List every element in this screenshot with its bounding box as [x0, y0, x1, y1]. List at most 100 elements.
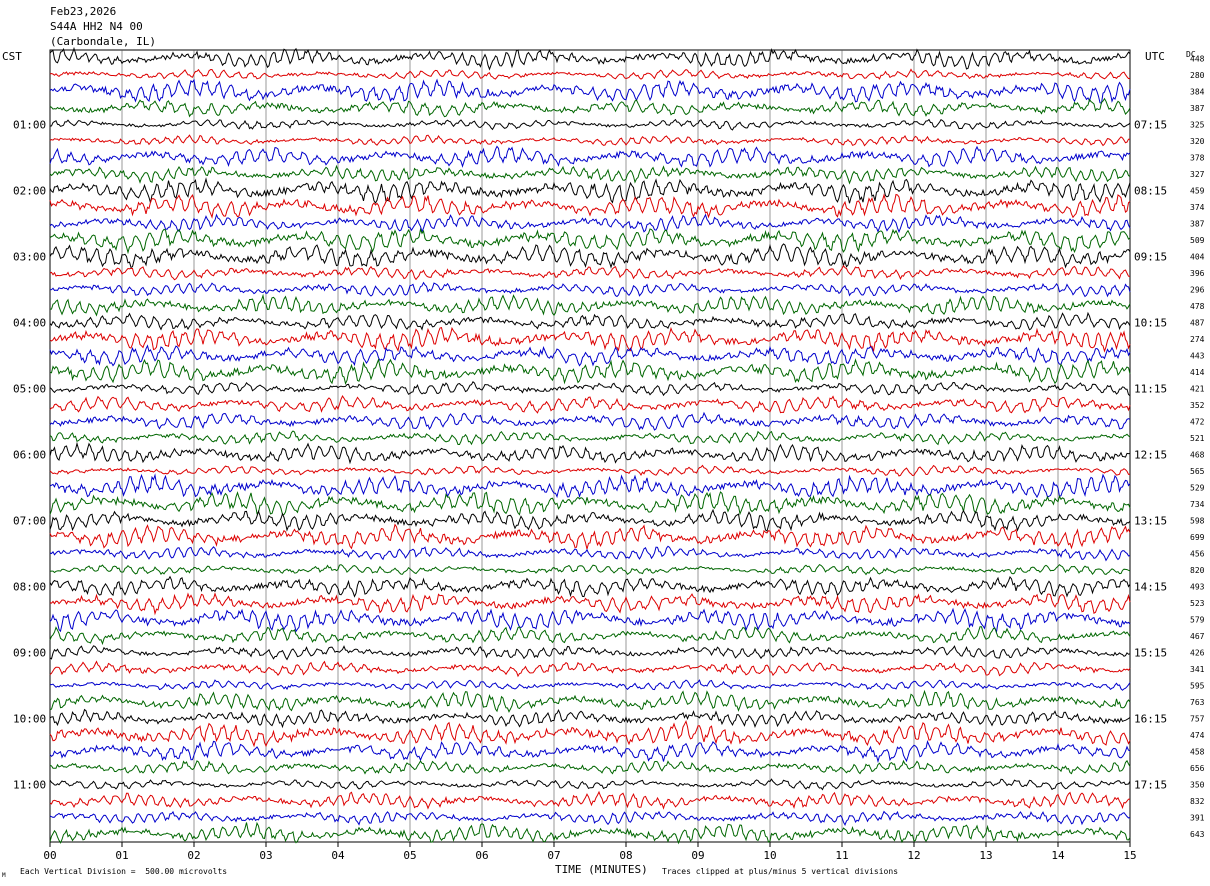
dc-offset-label: 595 — [1190, 681, 1205, 690]
dc-offset-label: 579 — [1190, 615, 1205, 624]
trace-line — [49, 689, 1131, 713]
trace-line — [49, 491, 1131, 516]
dc-offset-label: 468 — [1190, 450, 1205, 459]
x-tick-label: 14 — [1051, 849, 1065, 862]
scale-note: Each Vertical Division = 500.00 microvol… — [20, 867, 228, 876]
x-tick-label: 03 — [259, 849, 272, 862]
dc-offset-label: 387 — [1190, 219, 1205, 228]
dc-offset-label: 378 — [1190, 153, 1205, 162]
dc-offset-label: 396 — [1190, 269, 1205, 278]
dc-offset-label: 656 — [1190, 764, 1205, 773]
dc-offset-label: 274 — [1190, 335, 1205, 344]
x-tick-label: 15 — [1123, 849, 1136, 862]
left-hour-label: 11:00 — [13, 778, 46, 791]
right-hour-label: 07:15 — [1134, 118, 1167, 131]
dc-offset-label: 472 — [1190, 417, 1205, 426]
dc-offset-label: 699 — [1190, 533, 1205, 542]
trace-line — [49, 660, 1131, 678]
dc-offset-label: 598 — [1190, 516, 1205, 525]
dc-offset-label: 509 — [1190, 236, 1205, 245]
x-tick-label: 06 — [475, 849, 488, 862]
dc-offset-label: 280 — [1190, 71, 1205, 80]
dc-offset-label: 474 — [1190, 731, 1205, 740]
left-hour-label: 09:00 — [13, 646, 46, 659]
trace-line — [49, 243, 1131, 269]
trace-line — [49, 227, 1131, 255]
trace-line — [49, 344, 1131, 367]
right-hour-label: 10:15 — [1134, 316, 1167, 329]
x-tick-label: 10 — [763, 849, 776, 862]
left-hour-label: 01:00 — [13, 118, 46, 131]
trace-line — [49, 357, 1131, 386]
right-hour-label: 14:15 — [1134, 580, 1167, 593]
dc-offset-label: 320 — [1190, 137, 1205, 146]
x-tick-label: 13 — [979, 849, 992, 862]
dc-offset-label: 387 — [1190, 104, 1205, 113]
trace-line — [49, 740, 1131, 764]
trace-line — [49, 523, 1131, 550]
dc-offset-label: 487 — [1190, 318, 1205, 327]
dc-offset-label: 467 — [1190, 632, 1205, 641]
trace-line — [49, 645, 1131, 661]
dc-offset-label: 521 — [1190, 434, 1205, 443]
trace-line — [49, 411, 1131, 431]
clip-note: Traces clipped at plus/minus 5 vertical … — [662, 867, 899, 876]
trace-line — [49, 473, 1131, 499]
trace-line — [49, 213, 1131, 234]
trace-line — [49, 97, 1131, 118]
right-hour-label: 11:15 — [1134, 382, 1167, 395]
x-tick-label: 11 — [835, 849, 848, 862]
right-hour-label: 13:15 — [1134, 514, 1167, 527]
trace-line — [49, 326, 1131, 353]
trace-line — [50, 293, 1131, 317]
dc-offset-label: 459 — [1190, 186, 1205, 195]
dc-offset-label: 341 — [1190, 665, 1205, 674]
dc-offset-label: 414 — [1190, 368, 1205, 377]
right-hour-label: 12:15 — [1134, 448, 1167, 461]
trace-line — [49, 311, 1131, 331]
trace-line — [49, 177, 1131, 204]
station-label: S44A HH2 N4 00 — [50, 20, 143, 33]
dc-column-label: DC — [1186, 50, 1196, 59]
dc-offset-label: 426 — [1190, 648, 1205, 657]
trace-line — [49, 394, 1131, 414]
dc-offset-label: 391 — [1190, 813, 1205, 822]
left-hour-label: 04:00 — [13, 316, 46, 329]
trace-line — [49, 46, 1131, 71]
x-axis-label: TIME (MINUTES) — [555, 863, 648, 876]
dc-offset-label: 384 — [1190, 87, 1205, 96]
dc-offset-label: 350 — [1190, 780, 1205, 789]
trace-line — [49, 145, 1131, 168]
left-hour-label: 07:00 — [13, 514, 46, 527]
left-hour-label: 10:00 — [13, 712, 46, 725]
dc-offset-label: 643 — [1190, 830, 1205, 839]
trace-line — [49, 790, 1131, 810]
logo-mark: M — [2, 872, 6, 879]
x-tick-label: 12 — [907, 849, 920, 862]
dc-offset-label: 296 — [1190, 285, 1205, 294]
right-hour-label: 17:15 — [1134, 778, 1167, 791]
right-timezone-label: UTC — [1145, 50, 1165, 63]
dc-offset-label: 734 — [1190, 500, 1205, 509]
left-hour-label: 06:00 — [13, 448, 46, 461]
trace-line — [49, 193, 1131, 219]
dc-offset-label: 327 — [1190, 170, 1205, 179]
dc-offset-label: 325 — [1190, 120, 1205, 129]
trace-line — [49, 759, 1131, 775]
date-label: Feb23,2026 — [50, 5, 117, 18]
trace-line — [49, 778, 1131, 791]
dc-offset-label: 523 — [1190, 599, 1205, 608]
left-timezone-label: CST — [2, 50, 22, 63]
trace-line — [49, 575, 1131, 598]
trace-line — [49, 821, 1131, 845]
x-tick-label: 02 — [187, 849, 200, 862]
dc-offset-label: 443 — [1190, 351, 1205, 360]
dc-offset-label: 820 — [1190, 566, 1205, 575]
trace-line — [49, 68, 1131, 80]
x-tick-label: 08 — [619, 849, 632, 862]
trace-line — [49, 508, 1131, 532]
dc-offset-label: 832 — [1190, 797, 1205, 806]
trace-line — [49, 381, 1131, 397]
x-tick-label: 00 — [43, 849, 56, 862]
